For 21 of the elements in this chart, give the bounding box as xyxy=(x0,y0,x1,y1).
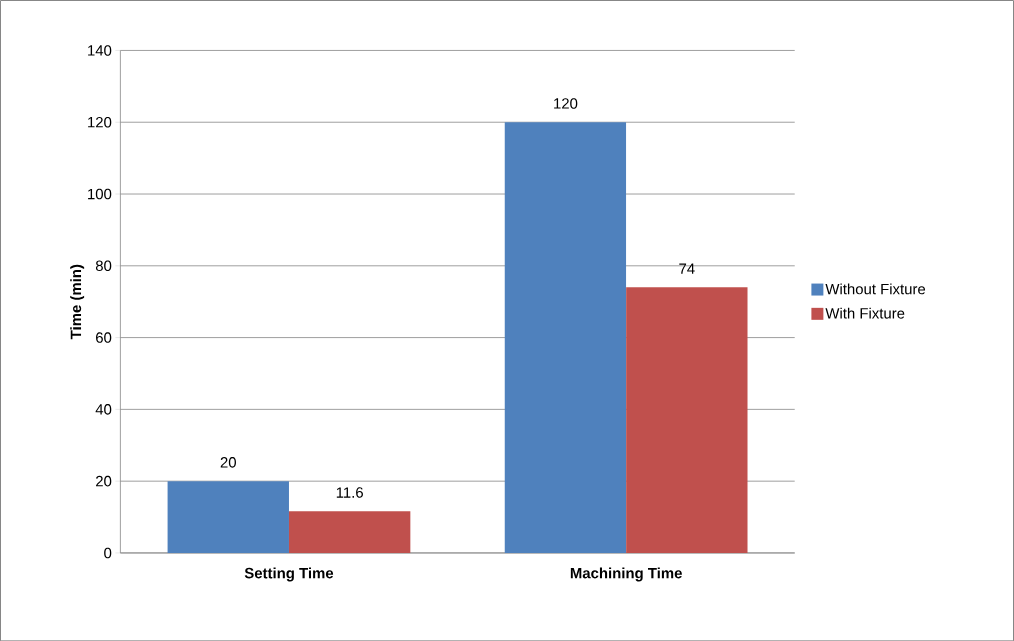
y-tick-label: 60 xyxy=(96,332,112,343)
data-label: 120 xyxy=(554,97,578,109)
x-tick-label: Setting Time xyxy=(244,567,334,582)
bar xyxy=(626,287,748,553)
y-tick-label: 120 xyxy=(88,116,112,128)
y-axis-title: Time (min) xyxy=(70,264,85,339)
bar xyxy=(167,480,289,553)
y-tick-label: 0 xyxy=(104,547,112,559)
data-label: 74 xyxy=(679,263,695,274)
legend-label: With Fixture xyxy=(825,307,905,319)
y-tick-label: 40 xyxy=(95,403,112,415)
y-tick-label: 100 xyxy=(88,188,112,200)
data-label: 11.6 xyxy=(336,487,363,498)
y-tick-label: 140 xyxy=(88,44,112,56)
data-label: 20 xyxy=(220,456,236,468)
y-tick-label: 20 xyxy=(96,475,112,487)
bar xyxy=(288,511,411,553)
legend-label: Without Fixture xyxy=(825,283,926,295)
y-tick-label: 80 xyxy=(95,260,112,271)
x-tick-label: Machining Time xyxy=(570,567,682,582)
bar xyxy=(504,122,627,553)
